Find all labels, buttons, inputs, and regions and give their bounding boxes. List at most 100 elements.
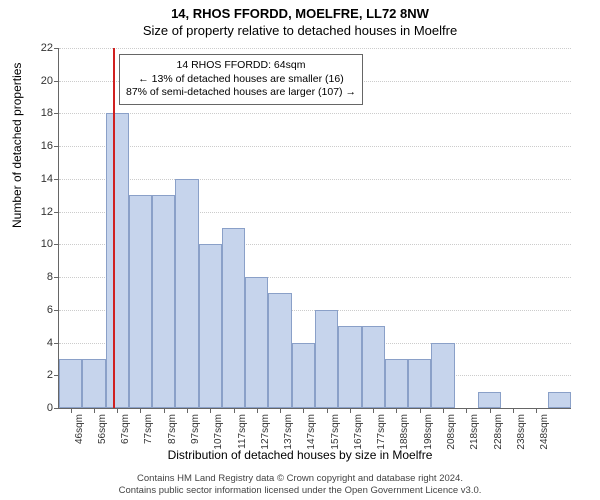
annotation-line-3: 87% of semi-detached houses are larger (… — [126, 86, 356, 100]
ytick-label: 22 — [41, 42, 53, 54]
xtick-mark — [350, 408, 351, 413]
xtick-label: 117sqm — [237, 414, 248, 449]
xtick-mark — [94, 408, 95, 413]
ytick-mark — [54, 81, 59, 82]
ytick-label: 10 — [41, 238, 53, 250]
xtick-mark — [536, 408, 537, 413]
xtick-mark — [513, 408, 514, 413]
xtick-mark — [396, 408, 397, 413]
histogram-bar — [338, 326, 361, 408]
xtick-label: 238sqm — [516, 414, 527, 450]
ytick-mark — [54, 113, 59, 114]
annotation-line-1: 14 RHOS FFORDD: 64sqm — [126, 59, 356, 73]
xtick-mark — [117, 408, 118, 413]
ytick-mark — [54, 48, 59, 49]
ytick-mark — [54, 146, 59, 147]
page-subtitle: Size of property relative to detached ho… — [0, 21, 600, 38]
ytick-mark — [54, 244, 59, 245]
histogram-bar — [106, 113, 129, 408]
xtick-label: 188sqm — [399, 414, 410, 450]
xtick-label: 177sqm — [376, 414, 387, 450]
xtick-mark — [280, 408, 281, 413]
histogram-bar — [199, 244, 222, 408]
ytick-label: 12 — [41, 206, 53, 218]
xtick-label: 167sqm — [353, 414, 364, 450]
ytick-label: 8 — [47, 271, 53, 283]
gridline — [59, 113, 571, 114]
xtick-label: 208sqm — [446, 414, 457, 450]
xtick-label: 67sqm — [120, 414, 131, 444]
xtick-mark — [327, 408, 328, 413]
xtick-mark — [187, 408, 188, 413]
marker-line — [113, 48, 115, 408]
histogram-bar — [268, 293, 291, 408]
histogram-bar — [129, 195, 152, 408]
xtick-label: 56sqm — [97, 414, 108, 444]
xtick-label: 218sqm — [469, 414, 480, 450]
y-axis-label: Number of detached properties — [10, 63, 24, 228]
histogram-bar — [152, 195, 175, 408]
xtick-mark — [466, 408, 467, 413]
ytick-mark — [54, 310, 59, 311]
xtick-mark — [164, 408, 165, 413]
histogram-bar — [431, 343, 454, 408]
xtick-mark — [210, 408, 211, 413]
histogram-bar — [175, 179, 198, 408]
histogram-bar — [59, 359, 82, 408]
x-axis-label: Distribution of detached houses by size … — [0, 448, 600, 462]
histogram-chart: 024681012141618202246sqm56sqm67sqm77sqm8… — [58, 48, 571, 409]
ytick-mark — [54, 179, 59, 180]
xtick-label: 157sqm — [330, 414, 341, 450]
xtick-label: 97sqm — [190, 414, 201, 444]
xtick-label: 248sqm — [539, 414, 550, 450]
attribution-caption: Contains HM Land Registry data © Crown c… — [0, 473, 600, 496]
ytick-label: 14 — [41, 173, 53, 185]
ytick-label: 18 — [41, 107, 53, 119]
ytick-mark — [54, 277, 59, 278]
xtick-mark — [373, 408, 374, 413]
histogram-bar — [245, 277, 268, 408]
ytick-mark — [54, 212, 59, 213]
ytick-label: 0 — [47, 402, 53, 414]
ytick-mark — [54, 343, 59, 344]
xtick-mark — [257, 408, 258, 413]
xtick-mark — [490, 408, 491, 413]
xtick-label: 46sqm — [74, 414, 85, 444]
xtick-mark — [420, 408, 421, 413]
gridline — [59, 146, 571, 147]
ytick-label: 16 — [41, 140, 53, 152]
histogram-bar — [408, 359, 431, 408]
xtick-label: 77sqm — [143, 414, 154, 444]
xtick-mark — [234, 408, 235, 413]
histogram-bar — [478, 392, 501, 408]
xtick-label: 147sqm — [306, 414, 317, 450]
ytick-mark — [54, 408, 59, 409]
xtick-label: 137sqm — [283, 414, 294, 450]
xtick-label: 228sqm — [493, 414, 504, 450]
gridline — [59, 48, 571, 49]
caption-line-1: Contains HM Land Registry data © Crown c… — [137, 473, 463, 484]
xtick-label: 198sqm — [423, 414, 434, 450]
caption-line-2: Contains public sector information licen… — [119, 485, 482, 496]
xtick-mark — [71, 408, 72, 413]
ytick-label: 6 — [47, 304, 53, 316]
ytick-label: 20 — [41, 75, 53, 87]
gridline — [59, 179, 571, 180]
xtick-mark — [140, 408, 141, 413]
xtick-label: 107sqm — [213, 414, 224, 450]
xtick-label: 87sqm — [167, 414, 178, 444]
xtick-mark — [443, 408, 444, 413]
histogram-bar — [362, 326, 385, 408]
histogram-bar — [82, 359, 105, 408]
xtick-label: 127sqm — [260, 414, 271, 450]
ytick-label: 4 — [47, 337, 53, 349]
histogram-bar — [385, 359, 408, 408]
page-title: 14, RHOS FFORDD, MOELFRE, LL72 8NW — [0, 0, 600, 21]
annotation-box: 14 RHOS FFORDD: 64sqm← 13% of detached h… — [119, 54, 363, 105]
histogram-bar — [222, 228, 245, 408]
ytick-label: 2 — [47, 369, 53, 381]
xtick-mark — [303, 408, 304, 413]
histogram-bar — [315, 310, 338, 408]
histogram-bar — [548, 392, 571, 408]
histogram-bar — [292, 343, 315, 408]
